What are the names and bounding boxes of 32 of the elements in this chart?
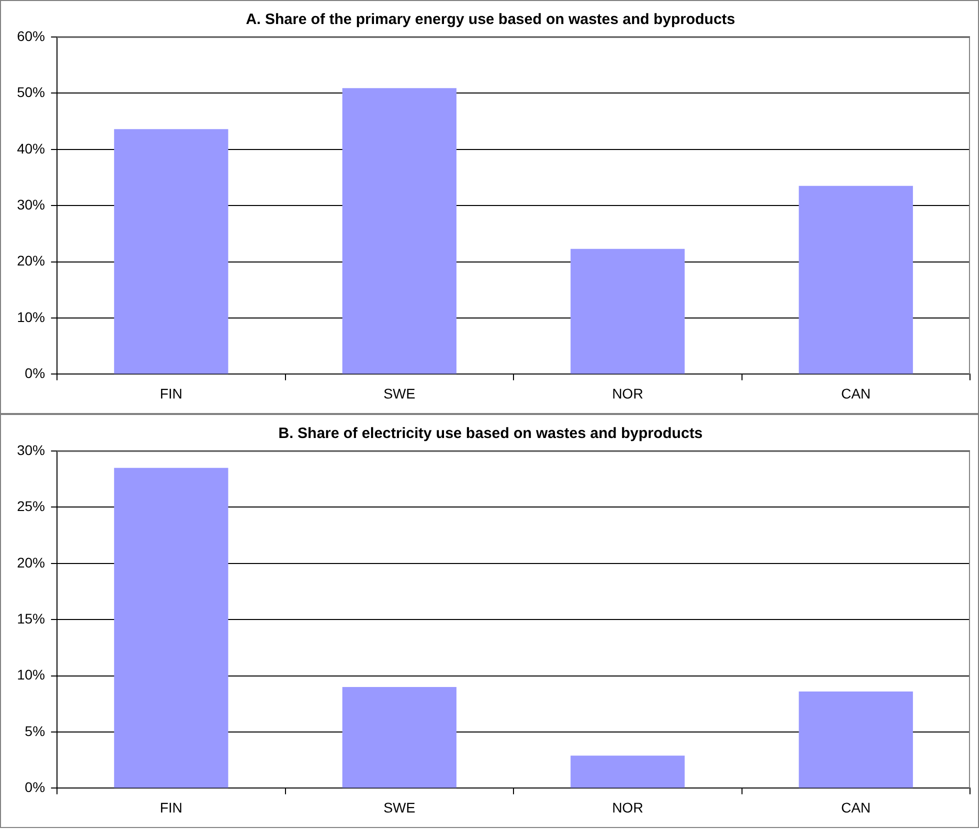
x-tick-label: CAN xyxy=(841,799,871,816)
x-tick-label: CAN xyxy=(841,385,871,402)
y-tick-label: 40% xyxy=(16,140,46,156)
y-tick-label: 0% xyxy=(24,365,46,382)
bar xyxy=(570,756,685,788)
y-tick-label: 30% xyxy=(16,196,46,212)
x-tick-label: FIN xyxy=(160,385,182,402)
chart-title: A. Share of the primary energy use based on wastes and byproducts xyxy=(246,11,736,28)
x-tick-label: FIN xyxy=(160,799,182,816)
y-tick-label: 10% xyxy=(16,666,46,683)
bar xyxy=(570,248,685,374)
x-tick-label: SWE xyxy=(383,385,416,402)
x-tick-label: NOR xyxy=(612,799,644,816)
y-tick-label: 60% xyxy=(16,28,46,44)
y-tick-label: 15% xyxy=(16,610,46,626)
x-tick-label: NOR xyxy=(612,385,644,402)
y-tick-label: 30% xyxy=(16,442,46,458)
y-tick-label: 10% xyxy=(16,308,46,325)
bar xyxy=(798,186,913,374)
y-tick-label: 20% xyxy=(16,554,46,570)
x-tick-label: SWE xyxy=(383,799,416,816)
y-tick-label: 50% xyxy=(16,84,46,100)
y-tick-label: 20% xyxy=(16,252,46,269)
y-tick-label: 0% xyxy=(24,779,46,796)
chart-title: B. Share of electricity use based on wastes and byproducts xyxy=(278,425,703,442)
bar xyxy=(798,692,913,788)
y-tick-label: 5% xyxy=(24,722,46,739)
bar xyxy=(114,468,228,788)
bar xyxy=(114,129,228,374)
bar xyxy=(342,88,456,374)
bar xyxy=(342,687,456,788)
y-tick-label: 25% xyxy=(16,498,46,514)
